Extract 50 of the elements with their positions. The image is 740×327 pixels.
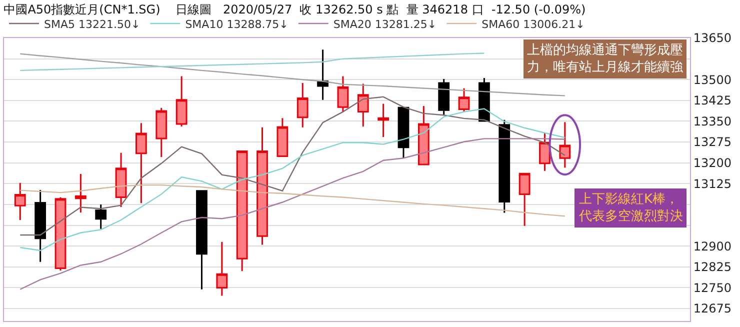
candlestick — [337, 76, 349, 113]
y-tick-label: 13350 — [693, 114, 732, 128]
candlestick — [398, 106, 410, 159]
y-tick-label: 12900 — [693, 239, 732, 254]
candlestick — [378, 103, 390, 138]
line-series — [20, 96, 566, 236]
candlestick — [296, 82, 308, 128]
candlestick — [34, 189, 46, 263]
candlestick — [176, 76, 188, 128]
y-tick-label: 13125 — [693, 176, 732, 191]
line-series — [20, 108, 566, 252]
candlestick — [518, 172, 530, 227]
candlestick — [74, 173, 86, 214]
legend-label: SMA10 13288.75↓ — [185, 18, 288, 31]
candlestick — [458, 87, 470, 113]
candlestick — [418, 105, 430, 166]
line-series — [20, 138, 566, 290]
text: 上下影線紅K棒，代表多空激烈對決 — [578, 192, 683, 224]
candlestick — [438, 78, 450, 116]
candlestick — [236, 150, 248, 272]
candlestick — [95, 204, 107, 230]
candlestick — [559, 121, 571, 168]
legend-label: SMA5 13221.50↓ — [44, 18, 140, 31]
candlestick — [196, 190, 208, 290]
candlestick — [256, 126, 268, 246]
y-tick-label: 12675 — [693, 302, 732, 316]
candlestick — [115, 152, 127, 208]
y-tick-label: 13425 — [693, 94, 732, 108]
y-tick-label: 12750 — [693, 280, 732, 295]
legend-label: SMA20 13281.25↓ — [333, 18, 437, 31]
line-series — [20, 52, 485, 72]
y-tick-label: 13275 — [693, 135, 732, 150]
y-tick-label: 12825 — [693, 260, 732, 274]
annotation: 上檔的均線通通下彎形成壓力，唯有站上月線才能續強 — [527, 43, 683, 75]
candlestick — [156, 107, 168, 158]
candlestick — [216, 241, 228, 296]
candlestick — [136, 122, 147, 204]
candlestick — [54, 196, 66, 272]
candlestick — [276, 117, 288, 158]
candlestick — [317, 48, 328, 101]
y-tick-label: 13200 — [693, 156, 732, 170]
line-series — [20, 184, 566, 217]
candlestick — [14, 182, 26, 221]
candlestick — [539, 132, 550, 172]
legend-label: SMA60 13006.21↓ — [482, 18, 585, 31]
candlestick — [357, 83, 369, 128]
y-tick-label: 13650 — [693, 31, 732, 46]
candlestick — [498, 119, 510, 214]
y-tick-label: 13500 — [693, 72, 732, 87]
chart-title: 中國A50指數近月(CN*1.SG) 日線圖 2020/05/27 收 13262.50 s 點 量 346218 口 -12.50 (-0.09%) — [4, 2, 586, 16]
